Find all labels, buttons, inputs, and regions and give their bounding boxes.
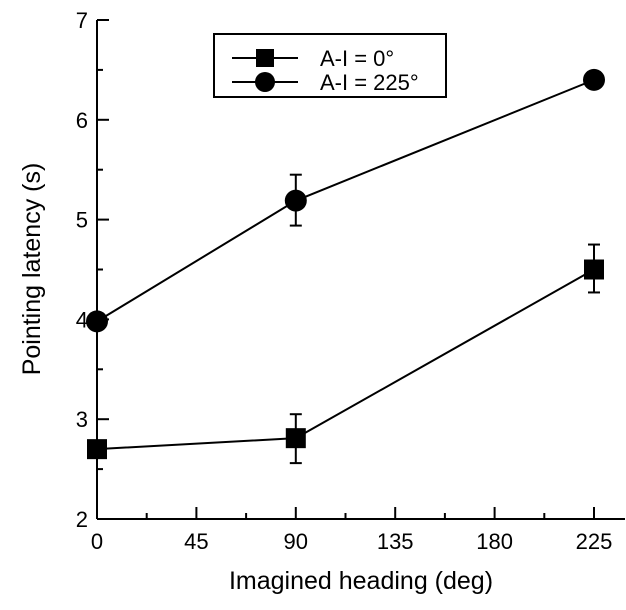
y-tick-label: 2 [76,507,88,532]
y-tick-label: 7 [76,8,88,33]
data-point-circle [284,189,307,212]
y-tick-label: 3 [76,407,88,432]
y-tick-label: 4 [76,307,88,332]
data-point-circle [86,310,108,333]
data-point-circle [583,68,605,91]
x-tick-label: 135 [377,529,414,554]
legend-marker-circle [255,72,275,92]
legend-box [213,33,447,98]
data-series [86,68,605,465]
data-point-square [584,259,604,280]
series-square [87,243,604,465]
x-tick-label: 90 [284,529,308,554]
x-tick-label: 225 [576,529,613,554]
series-circle [86,68,605,333]
legend-marker-square [256,49,274,67]
data-point-square [285,428,306,449]
legend-label-square: A-I = 0° [320,46,394,71]
x-tick-label: 45 [184,529,208,554]
x-tick-label: 0 [91,529,103,554]
y-tick-label: 6 [76,108,88,133]
legend: A-I = 0° A-I = 225° [213,33,447,98]
series-line [96,78,595,323]
series-line [96,268,595,451]
y-axis-title: Pointing latency (s) [18,163,46,376]
y-tick-label: 5 [76,208,88,233]
x-tick-label: 180 [476,529,513,554]
legend-label-circle: A-I = 225° [320,70,419,95]
data-point-square [87,439,107,460]
x-axis-title: Imagined heading (deg) [229,567,493,595]
